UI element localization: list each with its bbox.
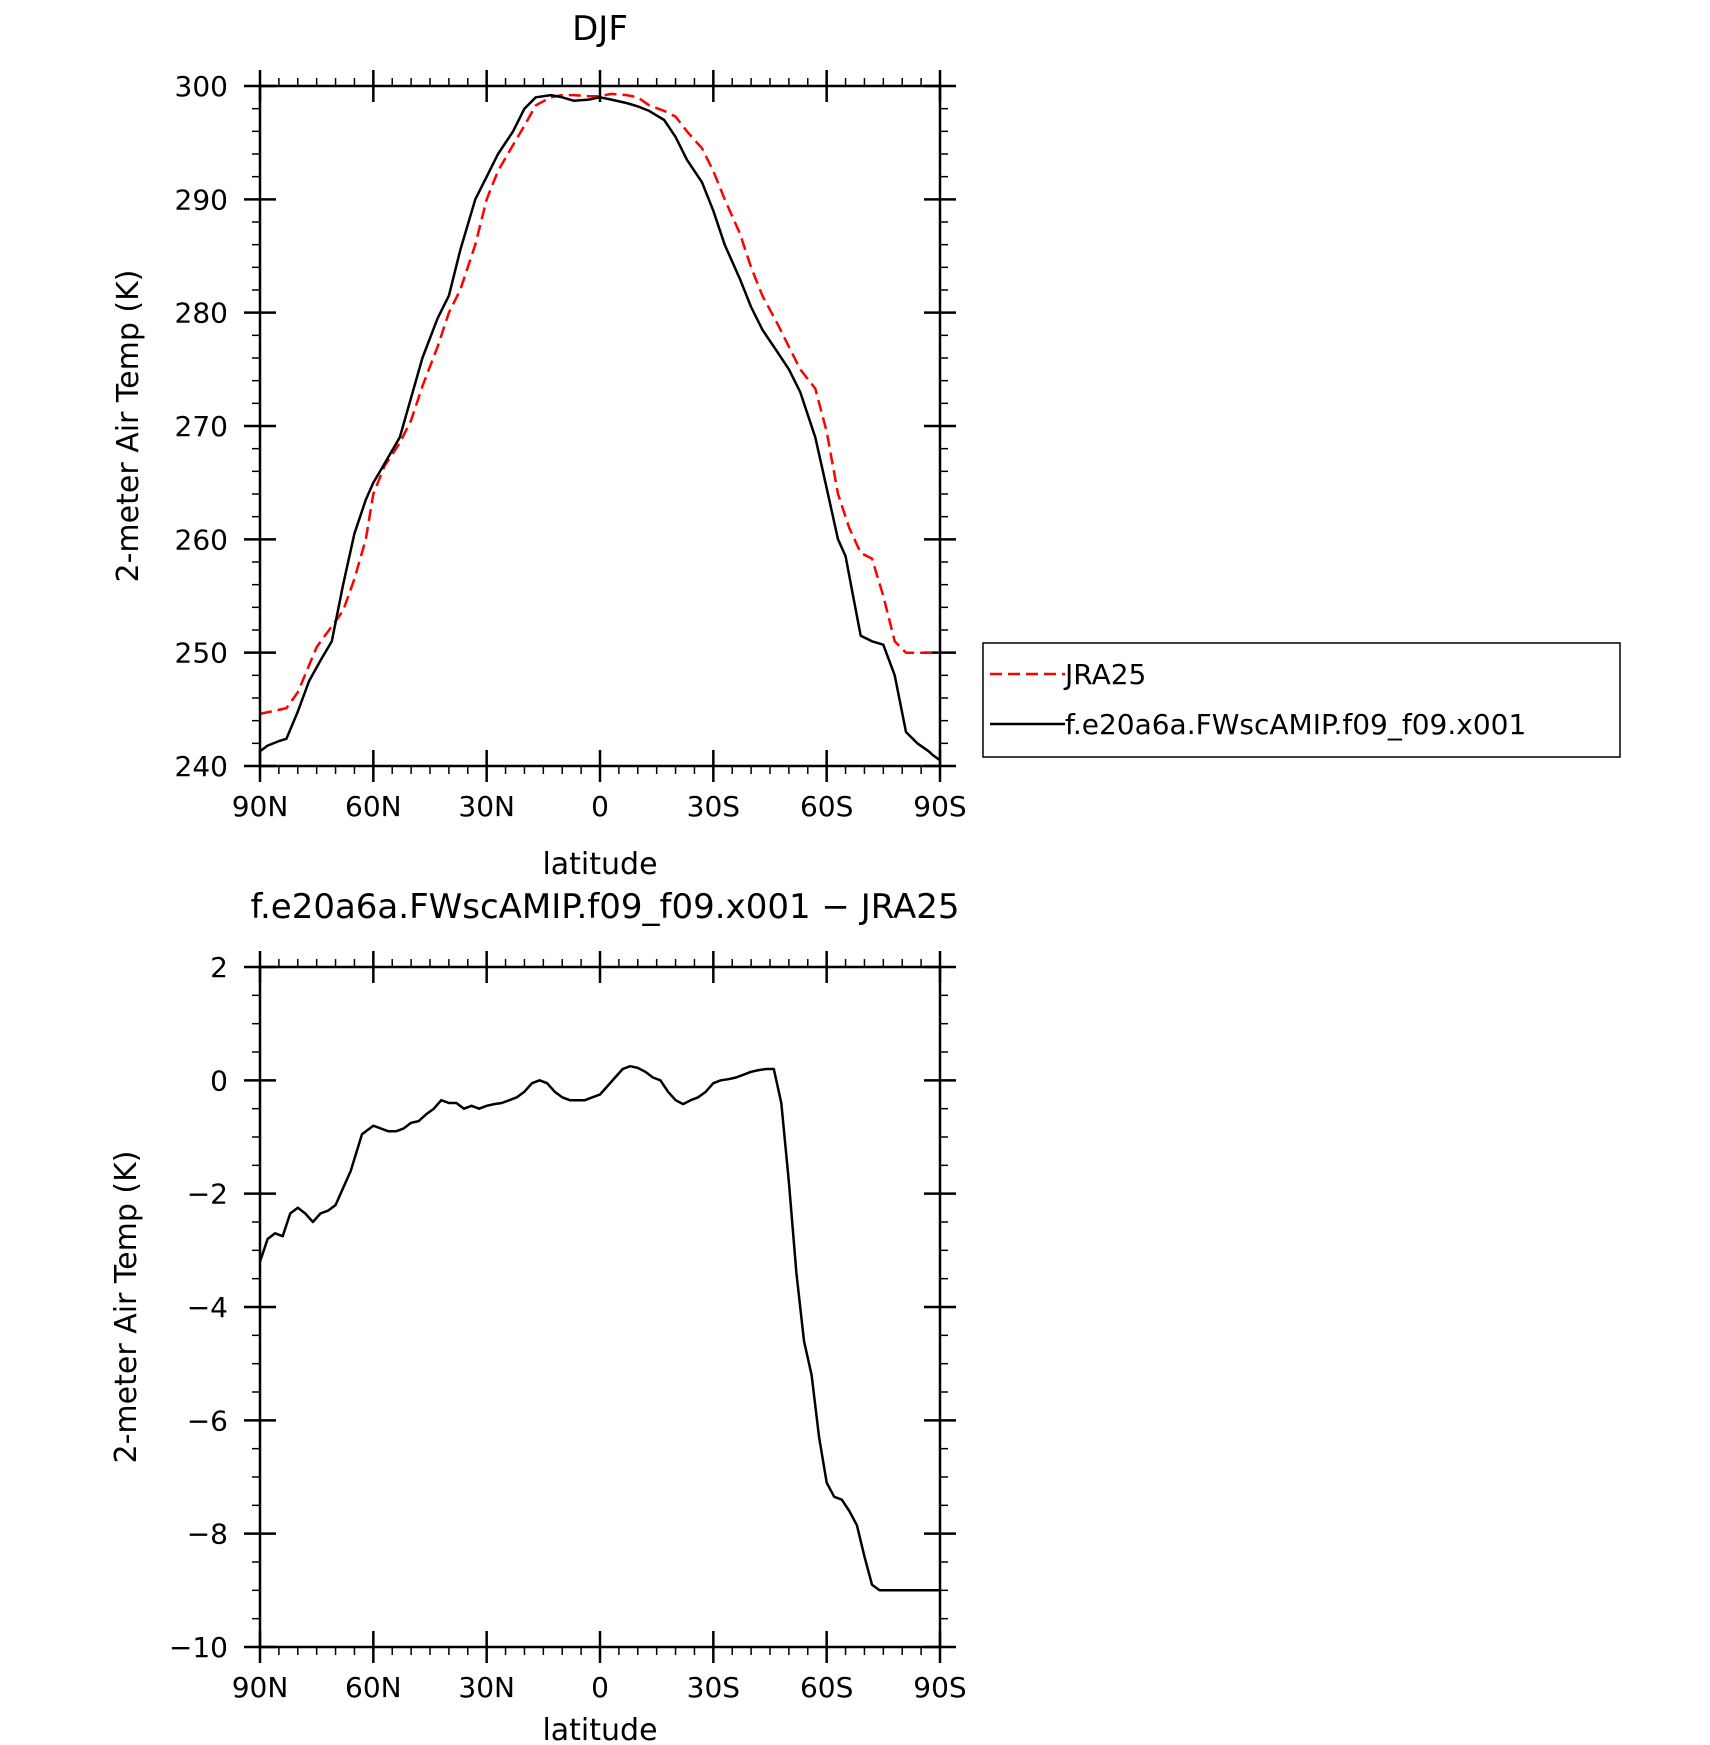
x-tick-label: 60N bbox=[345, 1671, 402, 1704]
bottom-plot-frame bbox=[258, 965, 942, 1649]
legend: JRA25 f.e20a6a.FWscAMIP.f09_f09.x001 bbox=[982, 642, 1621, 758]
bottom-x-tick-labels: 90N 60N 30N 0 30S 60S 90S bbox=[232, 1671, 967, 1704]
x-tick-label: 30S bbox=[687, 1671, 740, 1704]
f-e20a6a-fwscamip-f09-f09-x001-series-line bbox=[259, 93, 941, 762]
y-tick-label: −2 bbox=[187, 1178, 228, 1211]
y-tick-label: 260 bbox=[175, 523, 228, 556]
top-x-tick-labels: 90N 60N 30N 0 30S 60S 90S bbox=[232, 790, 967, 823]
top-y-axis-label: 2-meter Air Temp (K) bbox=[111, 270, 146, 583]
top-plot-frame bbox=[258, 84, 942, 768]
top-y-tick-labels: 240 250 260 270 280 290 300 bbox=[175, 70, 228, 783]
x-tick-label: 90S bbox=[913, 790, 966, 823]
y-tick-label: 270 bbox=[175, 410, 228, 443]
y-tick-label: −6 bbox=[187, 1404, 228, 1437]
difference-series-line bbox=[258, 1064, 940, 1592]
y-tick-label: 300 bbox=[175, 70, 228, 103]
bottom-y-axis-label: 2-meter Air Temp (K) bbox=[109, 1151, 144, 1464]
x-tick-label: 30S bbox=[687, 790, 740, 823]
top-panel: DJF 240 250 260 270 280 290 300 90N 60N 30N 0 30S 6… bbox=[111, 9, 1621, 882]
bottom-panel-title: f.e20a6a.FWscAMIP.f09_f09.x001 − JRA25 bbox=[250, 887, 959, 927]
x-tick-label: 90S bbox=[913, 1671, 966, 1704]
x-tick-label: 90N bbox=[232, 790, 289, 823]
jra25-series-line bbox=[259, 92, 940, 716]
legend-box bbox=[982, 642, 1621, 758]
y-tick-label: 2 bbox=[210, 951, 228, 984]
y-tick-label: 250 bbox=[175, 637, 228, 670]
y-tick-label: −8 bbox=[187, 1518, 228, 1551]
bottom-series-group bbox=[258, 1064, 940, 1592]
bottom-x-axis-label: latitude bbox=[542, 1713, 657, 1745]
y-tick-label: 0 bbox=[210, 1064, 228, 1097]
x-tick-label: 0 bbox=[591, 1671, 609, 1704]
y-tick-label: 280 bbox=[175, 297, 228, 330]
y-tick-label: 240 bbox=[175, 750, 228, 783]
legend-label-jra25: JRA25 bbox=[1063, 658, 1146, 691]
bottom-panel: f.e20a6a.FWscAMIP.f09_f09.x001 − JRA25 −… bbox=[109, 887, 967, 1745]
x-tick-label: 30N bbox=[458, 1671, 515, 1704]
bottom-y-tick-labels: −10 −8 −6 −4 −2 0 2 bbox=[169, 951, 228, 1664]
top-series-group bbox=[259, 92, 941, 762]
x-tick-label: 90N bbox=[232, 1671, 289, 1704]
legend-label-model: f.e20a6a.FWscAMIP.f09_f09.x001 bbox=[1065, 708, 1526, 741]
top-x-axis-label: latitude bbox=[542, 847, 657, 882]
y-tick-label: −10 bbox=[169, 1631, 228, 1664]
top-panel-title: DJF bbox=[572, 9, 628, 49]
x-tick-label: 60S bbox=[800, 790, 853, 823]
y-tick-label: −4 bbox=[187, 1291, 228, 1324]
y-tick-label: 290 bbox=[175, 183, 228, 216]
x-tick-label: 30N bbox=[458, 790, 515, 823]
x-tick-label: 60N bbox=[345, 790, 402, 823]
x-tick-label: 60S bbox=[800, 1671, 853, 1704]
x-tick-label: 0 bbox=[591, 790, 609, 823]
